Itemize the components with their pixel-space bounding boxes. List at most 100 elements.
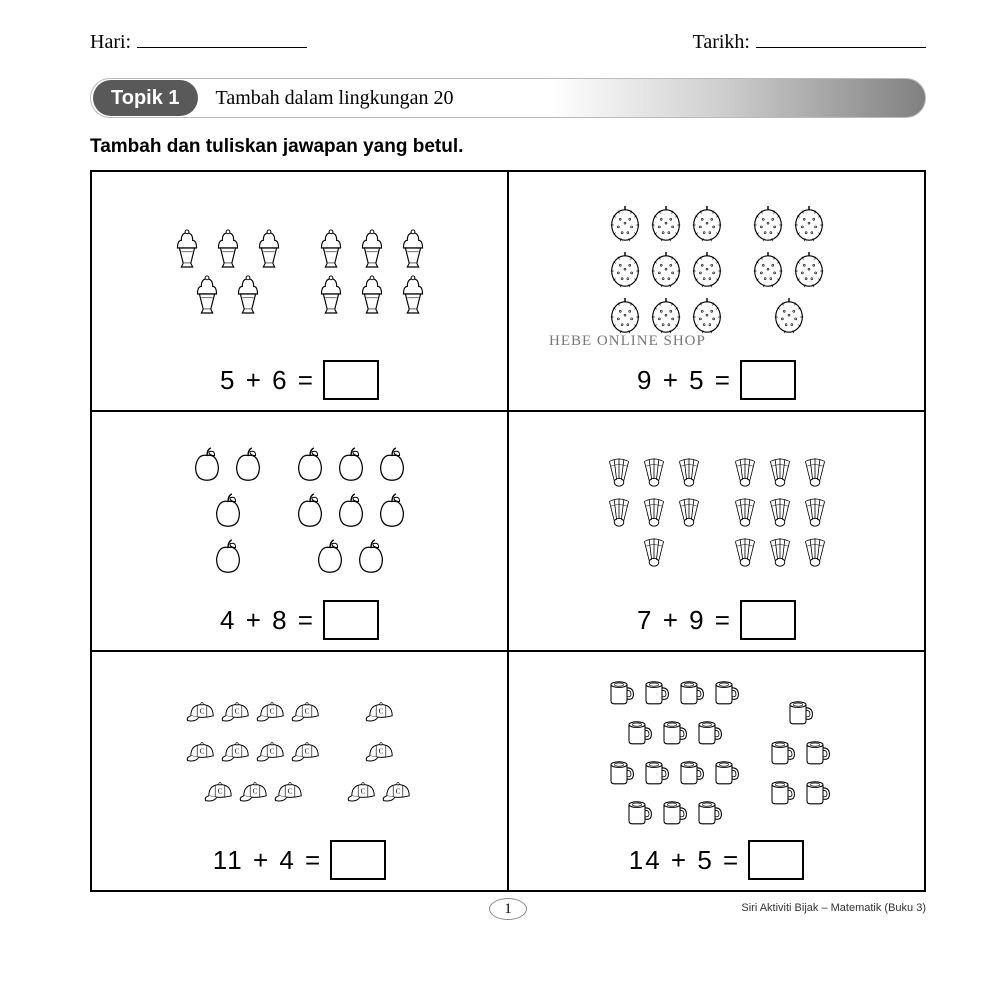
icecream-icon: [394, 227, 432, 269]
shuttle-icon: [799, 453, 831, 489]
shuttle-icon: [638, 493, 670, 529]
mug-icon: [691, 793, 723, 829]
durian-icon: [790, 250, 828, 292]
shuttle-icon: [799, 533, 831, 569]
durian-icon: [606, 296, 644, 338]
shuttle-icon: [638, 453, 670, 489]
cap-icon: [274, 773, 306, 809]
problem-cell: 7 + 9 =: [508, 411, 925, 651]
mug-icon: [603, 753, 635, 789]
durian-icon: [647, 250, 685, 292]
item-group: [183, 693, 327, 809]
durian-icon: [606, 204, 644, 246]
cap-icon: [256, 733, 288, 769]
apple-icon: [209, 536, 247, 578]
mug-icon: [782, 693, 814, 729]
problem-grid: 5 + 6 =HEBE ONLINE SHOP9 + 5 =4 + 8 =7 +…: [90, 170, 926, 892]
cap-icon: [221, 733, 253, 769]
answer-box[interactable]: [748, 840, 804, 880]
icecream-icon: [312, 227, 350, 269]
item-group: [186, 444, 270, 578]
durian-icon: [790, 204, 828, 246]
apple-icon: [332, 490, 370, 532]
item-group: [309, 227, 435, 315]
answer-box[interactable]: [740, 360, 796, 400]
topic-badge: Topik 1: [93, 80, 198, 116]
durian-icon: [770, 296, 808, 338]
day-label: Hari:: [90, 31, 131, 54]
apple-icon: [373, 444, 411, 486]
date-field: Tarikh:: [693, 30, 926, 54]
cap-icon: [347, 773, 379, 809]
apple-icon: [291, 490, 329, 532]
mug-icon: [621, 713, 653, 749]
mug-icon: [764, 733, 796, 769]
equation: 9 + 5 =: [517, 360, 916, 404]
equation: 14 + 5 =: [517, 840, 916, 884]
shuttle-icon: [603, 493, 635, 529]
icecream-icon: [353, 273, 391, 315]
cap-icon: [186, 693, 218, 729]
footer: 1 Siri Aktiviti Bijak – Matematik (Buku …: [90, 898, 926, 928]
problem-cell: 4 + 8 =: [91, 411, 508, 651]
durian-icon: [647, 204, 685, 246]
icecream-icon: [394, 273, 432, 315]
shuttle-icon: [603, 453, 635, 489]
cap-icon: [256, 693, 288, 729]
mug-icon: [603, 673, 635, 709]
icecream-icon: [353, 227, 391, 269]
cap-icon: [204, 773, 236, 809]
pictures: [100, 422, 499, 600]
equation-text: 11 + 4 =: [213, 845, 323, 876]
shuttle-icon: [799, 493, 831, 529]
cap-icon: [291, 693, 323, 729]
mug-icon: [799, 773, 831, 809]
equation-text: 14 + 5 =: [629, 845, 740, 876]
durian-icon: [647, 296, 685, 338]
cap-icon: [365, 693, 397, 729]
item-group: [603, 204, 729, 338]
apple-icon: [352, 536, 390, 578]
mug-icon: [691, 713, 723, 749]
mug-icon: [656, 793, 688, 829]
pictures: [517, 182, 916, 360]
mug-icon: [708, 673, 740, 709]
problem-cell: 11 + 4 =: [91, 651, 508, 891]
mug-icon: [638, 753, 670, 789]
apple-icon: [188, 444, 226, 486]
durian-icon: [749, 250, 787, 292]
cap-icon: [291, 733, 323, 769]
answer-box[interactable]: [323, 360, 379, 400]
durian-icon: [688, 296, 726, 338]
mug-icon: [708, 753, 740, 789]
date-blank[interactable]: [756, 30, 926, 48]
icecream-icon: [168, 227, 206, 269]
icecream-icon: [229, 273, 267, 315]
icecream-icon: [312, 273, 350, 315]
apple-icon: [332, 444, 370, 486]
answer-box[interactable]: [740, 600, 796, 640]
durian-icon: [749, 204, 787, 246]
date-label: Tarikh:: [693, 31, 750, 54]
mug-icon: [656, 713, 688, 749]
item-group: [288, 444, 414, 578]
apple-icon: [229, 444, 267, 486]
header: Hari: Tarikh:: [90, 30, 926, 54]
topic-bar: Topik 1 Tambah dalam lingkungan 20: [90, 78, 926, 118]
day-blank[interactable]: [137, 30, 307, 48]
equation: 4 + 8 =: [100, 600, 499, 644]
cap-icon: [186, 733, 218, 769]
worksheet-page: Hari: Tarikh: Topik 1 Tambah dalam lingk…: [0, 0, 996, 948]
durian-icon: [688, 204, 726, 246]
cap-icon: [239, 773, 271, 809]
day-field: Hari:: [90, 30, 307, 54]
mug-icon: [764, 773, 796, 809]
answer-box[interactable]: [323, 600, 379, 640]
page-number: 1: [489, 898, 527, 920]
apple-icon: [373, 490, 411, 532]
answer-box[interactable]: [330, 840, 386, 880]
shuttle-icon: [673, 493, 705, 529]
shuttle-icon: [764, 453, 796, 489]
equation-text: 7 + 9 =: [637, 605, 732, 636]
mug-icon: [673, 673, 705, 709]
